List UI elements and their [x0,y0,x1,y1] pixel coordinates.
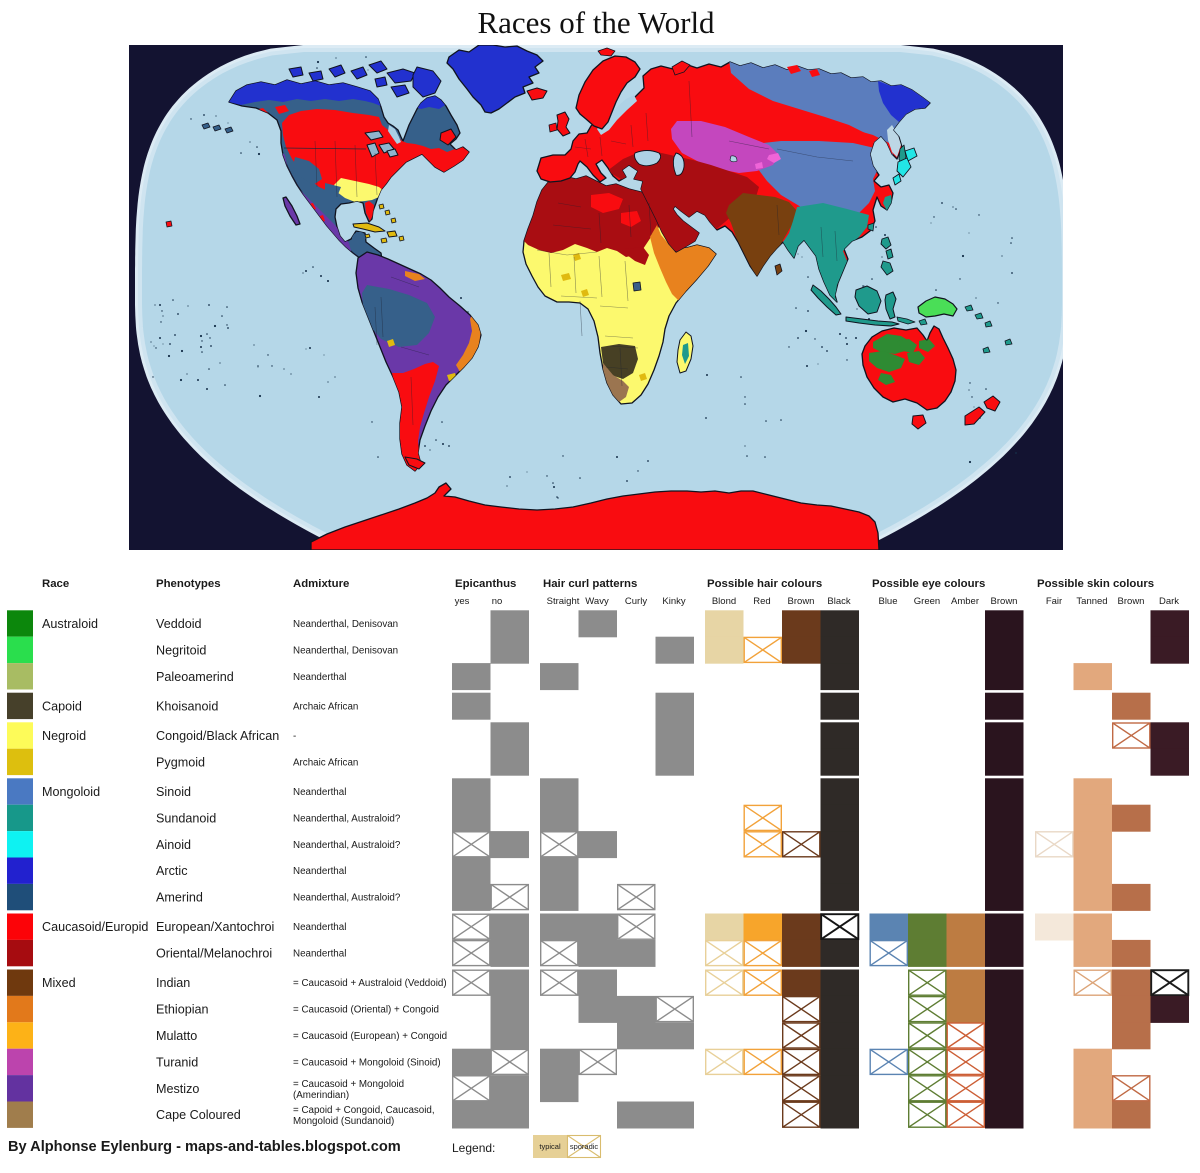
svg-text:Green: Green [914,596,940,607]
svg-text:Paleoamerind: Paleoamerind [156,670,234,684]
svg-text:Mixed: Mixed [42,976,76,990]
svg-text:Veddoid: Veddoid [156,617,202,631]
svg-text:By Alphonse Eylenburg - maps-a: By Alphonse Eylenburg - maps-and-tables.… [8,1139,401,1155]
svg-text:= Caucasoid (Oriental) + Congo: = Caucasoid (Oriental) + Congoid [293,1005,439,1016]
svg-text:Brown: Brown [991,596,1018,607]
svg-text:Black: Black [827,596,850,607]
svg-text:Negroid: Negroid [42,729,86,743]
svg-text:Wavy: Wavy [585,596,609,607]
svg-text:Neanderthal: Neanderthal [293,672,346,683]
svg-text:Tanned: Tanned [1076,596,1107,607]
svg-text:= Caucasoid + Mongoloid: = Caucasoid + Mongoloid [293,1079,404,1090]
svg-text:sporadic: sporadic [570,1142,599,1151]
svg-text:Neanderthal, Australoid?: Neanderthal, Australoid? [293,840,401,851]
svg-text:Amber: Amber [951,596,979,607]
svg-text:Mongoloid (Sundanoid): Mongoloid (Sundanoid) [293,1116,394,1127]
svg-text:Capoid: Capoid [42,699,82,713]
svg-text:Neanderthal, Australoid?: Neanderthal, Australoid? [293,813,401,824]
svg-text:= Caucasoid (European) + Congo: = Caucasoid (European) + Congoid [293,1031,447,1042]
svg-text:Fair: Fair [1046,596,1062,607]
svg-text:yes: yes [455,596,470,607]
svg-text:= Caucasoid + Mongoloid (Sinoi: = Caucasoid + Mongoloid (Sinoid) [293,1057,441,1068]
svg-text:Sinoid: Sinoid [156,785,191,799]
svg-text:Red: Red [753,596,770,607]
svg-text:Straight: Straight [547,596,580,607]
svg-text:Caucasoid/Europid: Caucasoid/Europid [42,920,148,934]
svg-text:(Amerindian): (Amerindian) [293,1090,349,1101]
svg-text:Archaic African: Archaic African [293,701,358,712]
svg-text:Mestizo: Mestizo [156,1082,199,1096]
svg-text:Epicanthus: Epicanthus [455,578,516,590]
svg-text:Blue: Blue [878,596,897,607]
svg-text:Khoisanoid: Khoisanoid [156,699,218,713]
svg-text:Arctic: Arctic [156,864,187,878]
svg-text:Neanderthal, Denisovan: Neanderthal, Denisovan [293,619,398,630]
svg-text:Kinky: Kinky [662,596,685,607]
svg-text:Neanderthal: Neanderthal [293,787,346,798]
svg-text:Archaic African: Archaic African [293,757,358,768]
svg-text:Neanderthal, Denisovan: Neanderthal, Denisovan [293,645,398,656]
svg-text:Neanderthal, Australoid?: Neanderthal, Australoid? [293,893,401,904]
svg-text:Races of the World: Races of the World [477,5,715,40]
svg-text:no: no [492,596,503,607]
svg-text:Race: Race [42,578,69,590]
svg-text:Possible skin colours: Possible skin colours [1037,578,1154,590]
svg-text:Hair curl patterns: Hair curl patterns [543,578,637,590]
svg-text:Neanderthal: Neanderthal [293,922,346,933]
svg-text:Indian: Indian [156,976,190,990]
svg-text:Phenotypes: Phenotypes [156,578,221,590]
svg-text:= Caucasoid + Australoid (Vedd: = Caucasoid + Australoid (Veddoid) [293,978,447,989]
svg-text:Admixture: Admixture [293,578,349,590]
svg-text:European/Xantochroi: European/Xantochroi [156,920,274,934]
svg-text:Australoid: Australoid [42,617,98,631]
svg-text:Dark: Dark [1159,596,1179,607]
svg-text:Possible hair colours: Possible hair colours [707,578,822,590]
svg-text:Blond: Blond [712,596,736,607]
svg-text:Mulatto: Mulatto [156,1029,197,1043]
svg-text:Legend:: Legend: [452,1141,495,1155]
svg-text:Ethiopian: Ethiopian [156,1003,209,1017]
svg-text:= Capoid + Congoid, Caucasoid,: = Capoid + Congoid, Caucasoid, [293,1105,435,1116]
svg-text:Congoid/Black African: Congoid/Black African [156,729,279,743]
svg-text:Neanderthal: Neanderthal [293,866,346,877]
svg-text:Amerind: Amerind [156,891,203,905]
svg-text:Possible eye colours: Possible eye colours [872,578,985,590]
svg-text:Turanid: Turanid [156,1055,198,1069]
svg-text:Curly: Curly [625,596,647,607]
svg-text:Oriental/Melanochroi: Oriental/Melanochroi [156,947,272,961]
svg-text:Cape Coloured: Cape Coloured [156,1108,241,1122]
svg-text:typical: typical [539,1142,561,1151]
svg-text:Brown: Brown [1118,596,1145,607]
svg-text:Pygmoid: Pygmoid [156,755,205,769]
svg-text:Brown: Brown [788,596,815,607]
svg-text:Mongoloid: Mongoloid [42,785,100,799]
svg-text:Neanderthal: Neanderthal [293,949,346,960]
svg-text:Negritoid: Negritoid [156,643,206,657]
svg-text:Sundanoid: Sundanoid [156,811,216,825]
svg-text:-: - [293,731,296,742]
svg-text:Ainoid: Ainoid [156,838,191,852]
